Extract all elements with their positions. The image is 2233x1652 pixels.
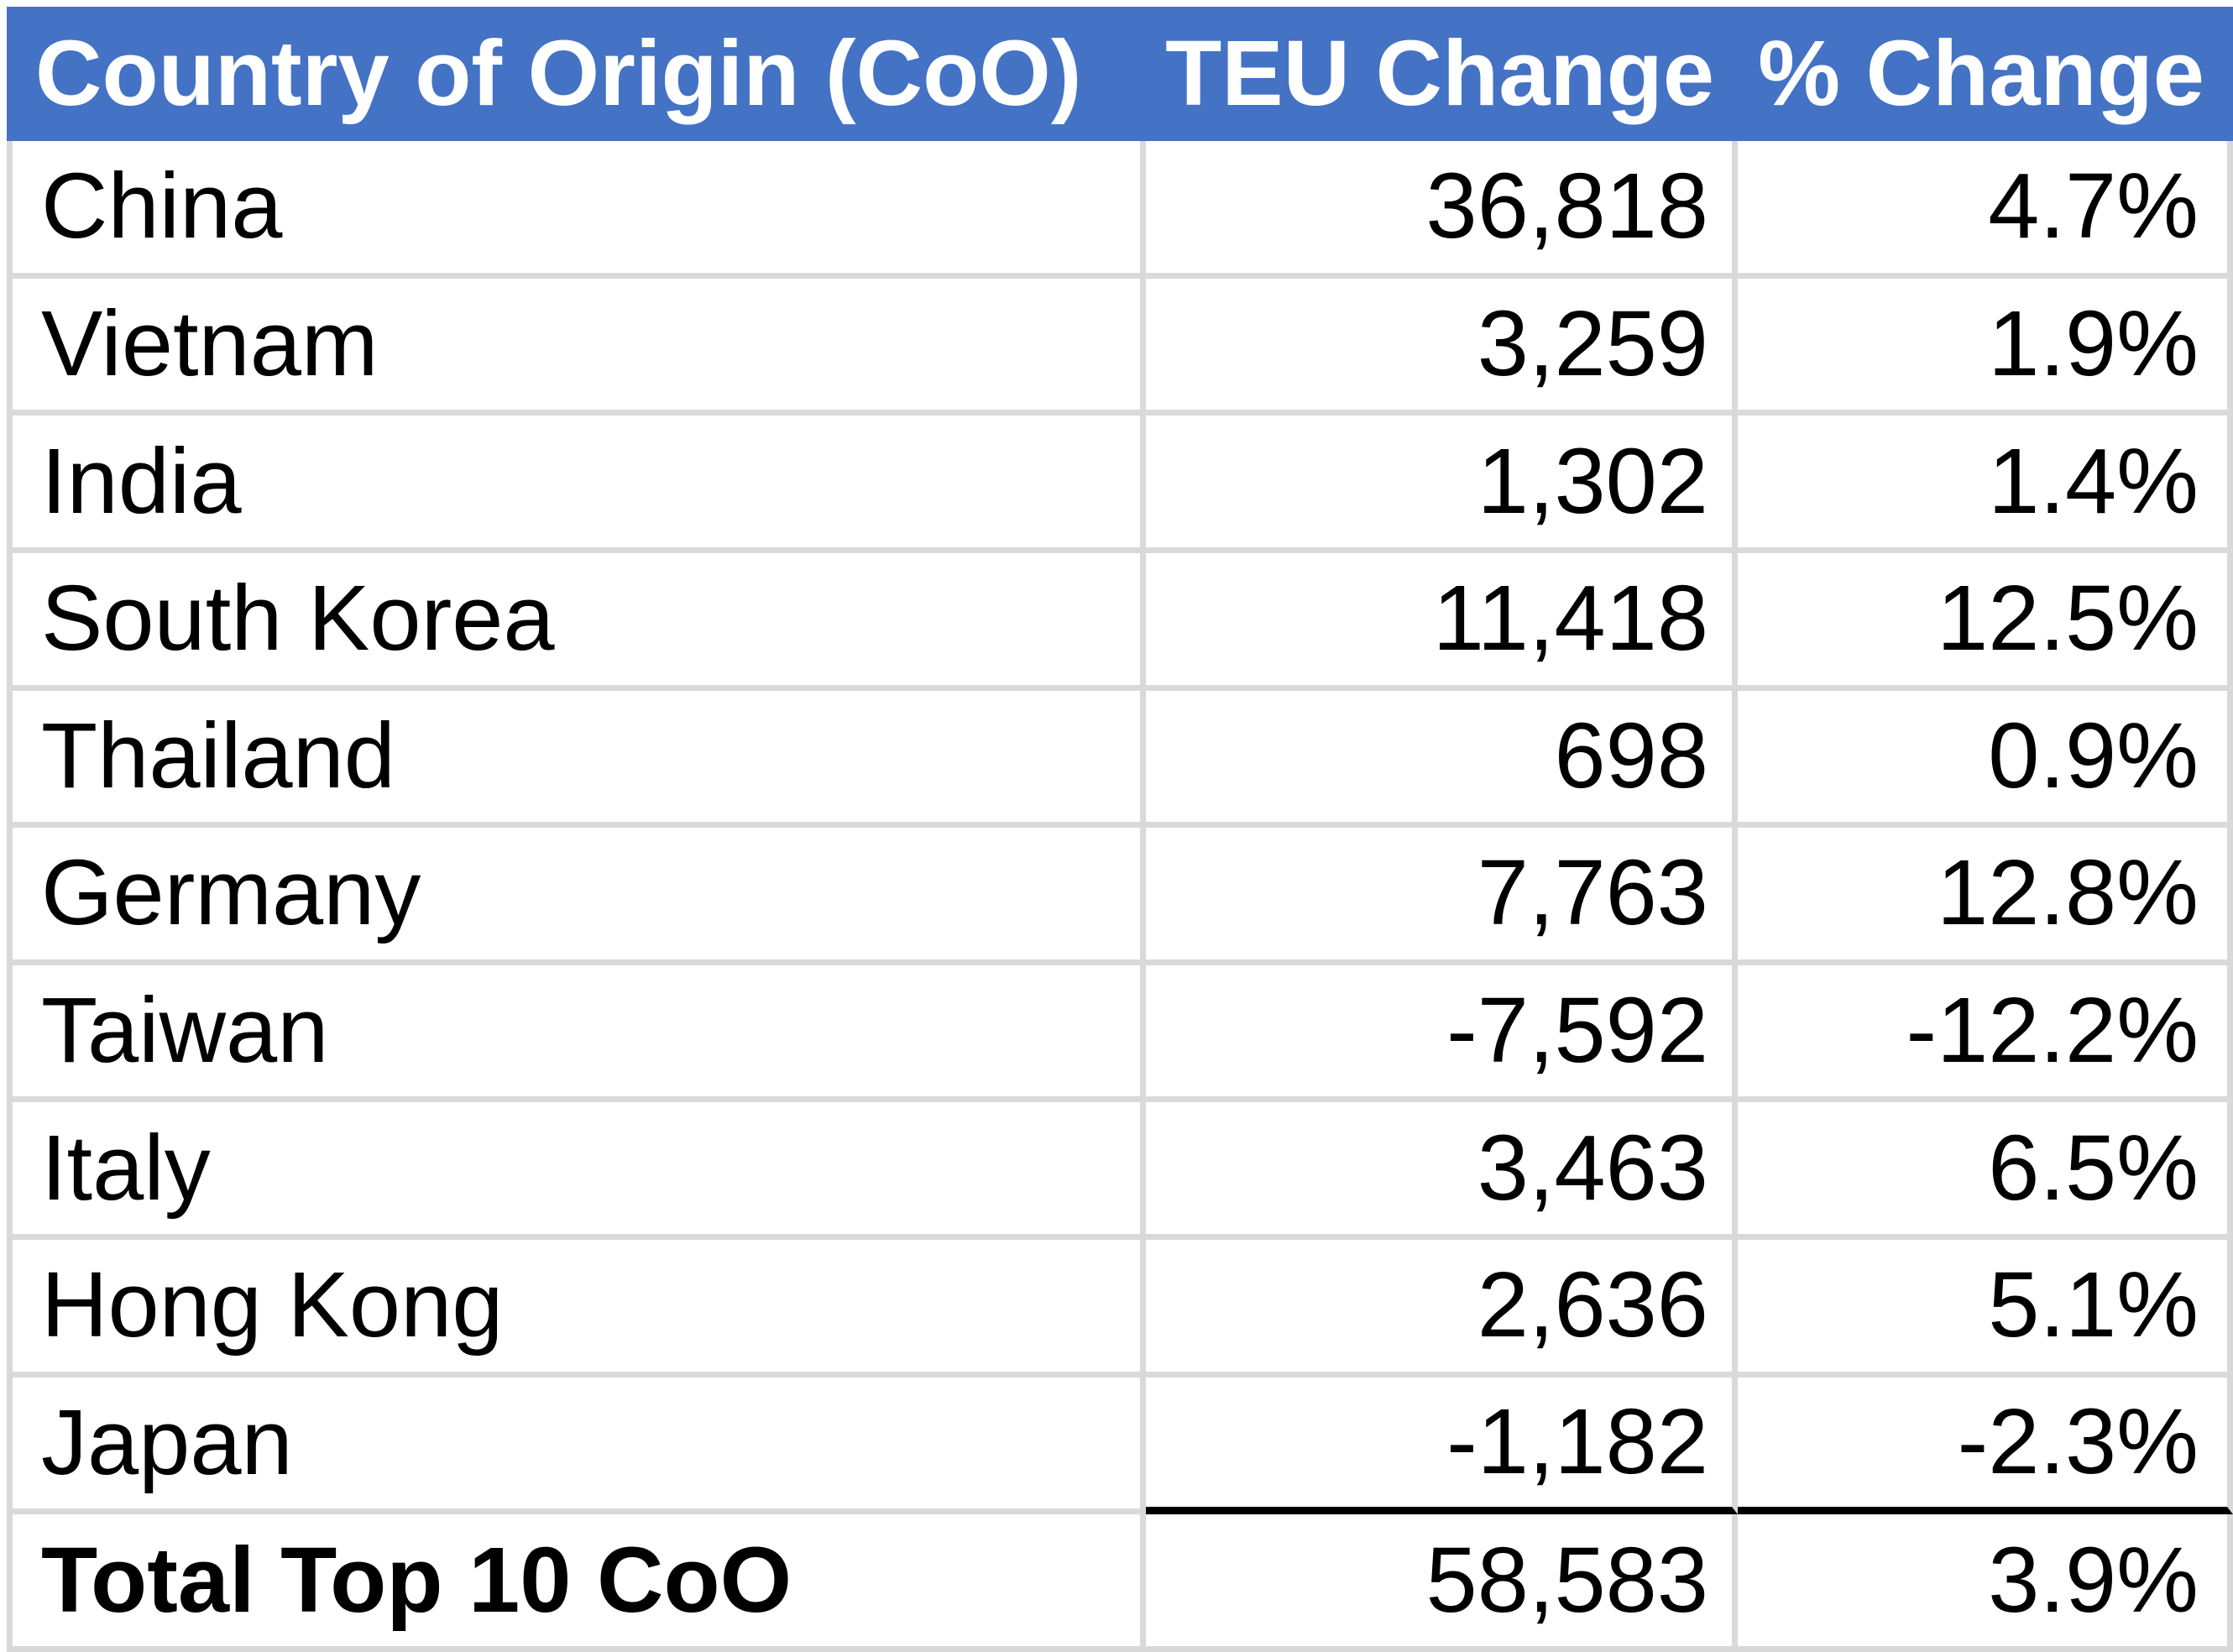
cell-country: Vietnam (7, 278, 1146, 416)
cell-teu-change: -1,182 (1146, 1377, 1738, 1515)
cell-pct-change: 4.7% (1738, 141, 2233, 279)
cell-country: Taiwan (7, 965, 1146, 1103)
cell-pct-change: 12.8% (1738, 828, 2233, 965)
cell-country: Italy (7, 1102, 1146, 1241)
cell-pct-change: 6.5% (1738, 1102, 2233, 1241)
coo-teu-change-table: Country of Origin (CoO) TEU Change % Cha… (7, 7, 2233, 1652)
cell-pct-change: -12.2% (1738, 965, 2233, 1103)
cell-teu-change: 7,763 (1146, 828, 1738, 965)
cell-pct-change: 1.9% (1738, 278, 2233, 416)
total-teu-change: 58,583 (1146, 1514, 1738, 1652)
cell-country: Germany (7, 828, 1146, 965)
cell-country: Thailand (7, 690, 1146, 829)
total-pct-change: 3.9% (1738, 1514, 2233, 1652)
cell-pct-change: 5.1% (1738, 1240, 2233, 1378)
cell-country: Japan (7, 1377, 1146, 1515)
cell-teu-change: 36,818 (1146, 141, 1738, 279)
cell-teu-change: 698 (1146, 690, 1738, 829)
cell-pct-change: 1.4% (1738, 416, 2233, 553)
cell-teu-change: -7,592 (1146, 965, 1738, 1103)
cell-teu-change: 1,302 (1146, 416, 1738, 553)
cell-country: South Korea (7, 552, 1146, 691)
cell-pct-change: 0.9% (1738, 690, 2233, 829)
cell-teu-change: 2,636 (1146, 1240, 1738, 1378)
cell-teu-change: 3,259 (1146, 278, 1738, 416)
cell-pct-change: 12.5% (1738, 552, 2233, 691)
cell-teu-change: 3,463 (1146, 1102, 1738, 1241)
cell-pct-change: -2.3% (1738, 1377, 2233, 1515)
cell-country: India (7, 416, 1146, 553)
cell-teu-change: 11,418 (1146, 552, 1738, 691)
column-header-teu-change: TEU Change (1146, 7, 1738, 141)
column-header-pct-change: % Change (1738, 7, 2233, 141)
total-row-label: Total Top 10 CoO (7, 1514, 1146, 1652)
column-header-country: Country of Origin (CoO) (7, 7, 1146, 141)
cell-country: China (7, 141, 1146, 279)
cell-country: Hong Kong (7, 1240, 1146, 1378)
